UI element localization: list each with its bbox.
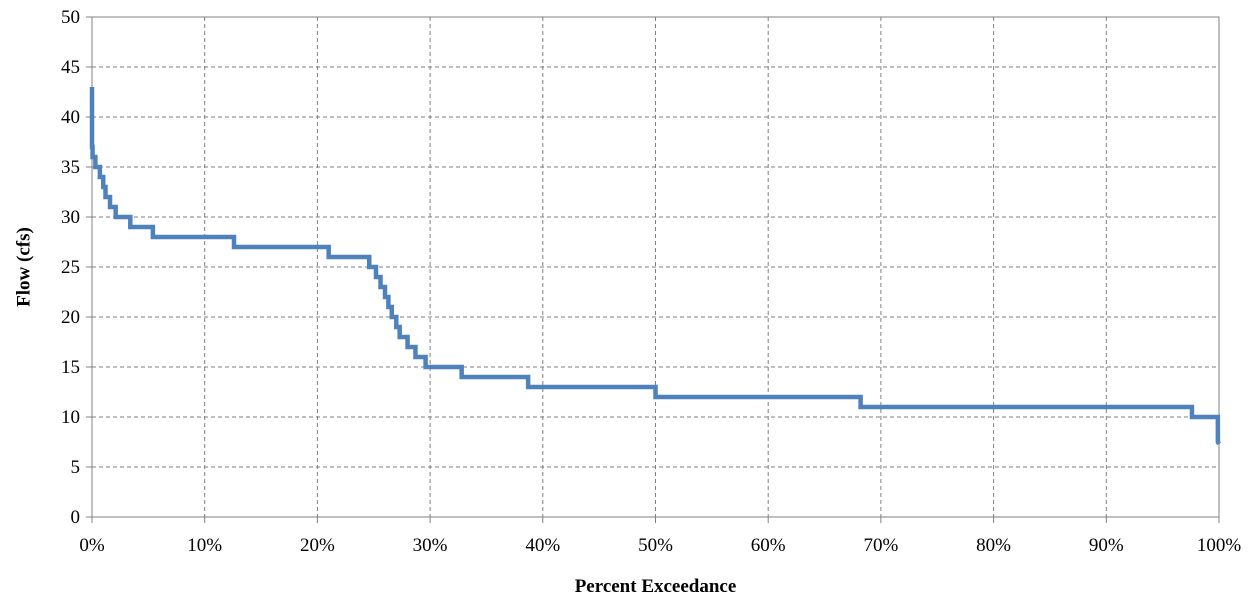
y-tick-label: 15 [61,357,80,378]
y-tick-label: 50 [61,7,80,28]
x-tick-label: 50% [638,535,673,556]
y-tick-label: 0 [71,507,81,528]
x-axis-title: Percent Exceedance [575,576,737,597]
y-axis-title: Flow (cfs) [14,227,35,307]
y-tick-label: 35 [61,157,80,178]
x-tick-label: 80% [976,535,1011,556]
y-tick-label: 10 [61,407,80,428]
grid-lines [92,17,1219,517]
x-tick-label: 60% [751,535,786,556]
y-tick-label: 30 [61,207,80,228]
series-layer [89,87,1221,446]
y-tick-label: 25 [61,257,80,278]
y-tick-label: 5 [71,457,81,478]
y-tick-label: 40 [61,107,80,128]
x-tick-label: 30% [413,535,448,556]
y-tick-label: 20 [61,307,80,328]
x-tick-label: 20% [300,535,335,556]
x-tick-label: 90% [1089,535,1124,556]
x-tick-label: 10% [187,535,222,556]
y-tick-label: 45 [61,57,80,78]
x-tick-label: 100% [1197,535,1242,556]
x-tick-label: 70% [863,535,898,556]
series-line-0 [89,87,1221,446]
x-tick-label: 40% [525,535,560,556]
y-axis-ticks: 0 5 10 15 20 25 30 35 40 45 50 [61,7,92,528]
x-axis-ticks: 0% 10% 20% 30% 40% 50% 60% 70% 80% 90% 100% [79,517,1241,556]
x-tick-label: 0% [79,535,105,556]
